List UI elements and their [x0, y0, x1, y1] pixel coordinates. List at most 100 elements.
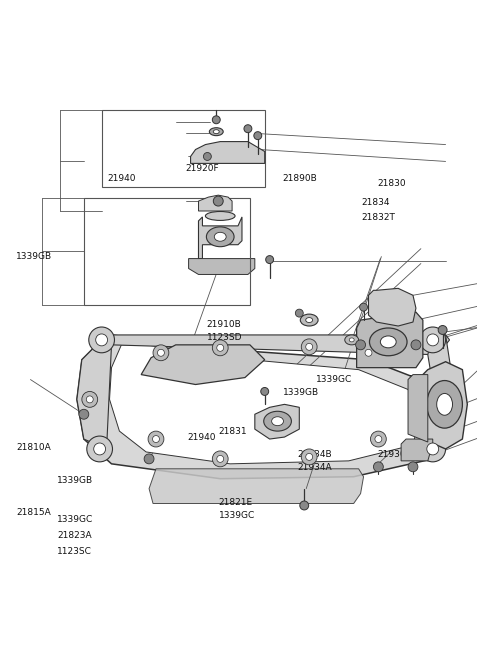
- Circle shape: [427, 443, 439, 455]
- Circle shape: [300, 501, 309, 510]
- Ellipse shape: [206, 227, 234, 247]
- Circle shape: [408, 462, 418, 472]
- Circle shape: [434, 391, 441, 398]
- Ellipse shape: [264, 411, 291, 431]
- Polygon shape: [199, 217, 242, 259]
- Text: 1339GC: 1339GC: [57, 515, 94, 523]
- Text: 1339GB: 1339GB: [57, 476, 94, 485]
- Circle shape: [301, 449, 317, 465]
- Text: 1123SC: 1123SC: [57, 547, 92, 556]
- Circle shape: [371, 431, 386, 447]
- Text: 21821E: 21821E: [219, 498, 253, 508]
- Polygon shape: [191, 141, 264, 163]
- Ellipse shape: [370, 328, 407, 356]
- Circle shape: [373, 462, 384, 472]
- Text: 1339GB: 1339GB: [283, 388, 319, 397]
- Circle shape: [204, 153, 211, 160]
- Polygon shape: [255, 404, 300, 439]
- Ellipse shape: [205, 212, 235, 221]
- Polygon shape: [423, 362, 468, 449]
- Ellipse shape: [214, 233, 226, 241]
- Text: 21934A: 21934A: [297, 462, 332, 472]
- Circle shape: [420, 327, 445, 353]
- Circle shape: [430, 386, 445, 402]
- Text: 21930R: 21930R: [378, 449, 412, 458]
- Polygon shape: [199, 195, 232, 211]
- Circle shape: [375, 436, 382, 443]
- Circle shape: [79, 409, 89, 419]
- Text: 1339GB: 1339GB: [16, 252, 52, 261]
- Circle shape: [420, 436, 445, 462]
- Polygon shape: [428, 335, 453, 419]
- Bar: [102, 110, 264, 187]
- Circle shape: [212, 116, 220, 124]
- Ellipse shape: [427, 381, 462, 428]
- Circle shape: [96, 334, 108, 346]
- Circle shape: [153, 436, 159, 443]
- Polygon shape: [77, 335, 445, 479]
- Ellipse shape: [209, 128, 223, 136]
- Circle shape: [365, 349, 372, 356]
- Circle shape: [217, 455, 224, 462]
- Text: 1339GC: 1339GC: [316, 375, 352, 384]
- Ellipse shape: [306, 318, 312, 322]
- Polygon shape: [369, 288, 416, 326]
- Text: 21834: 21834: [361, 198, 389, 207]
- Text: 21831: 21831: [408, 375, 437, 384]
- Circle shape: [411, 340, 421, 350]
- Circle shape: [157, 349, 164, 356]
- Ellipse shape: [349, 338, 354, 342]
- Text: 21920F: 21920F: [185, 164, 219, 173]
- Circle shape: [306, 343, 312, 350]
- Circle shape: [427, 334, 439, 346]
- Text: 21940: 21940: [107, 174, 136, 183]
- Polygon shape: [109, 345, 420, 464]
- Text: 21940: 21940: [188, 434, 216, 442]
- Ellipse shape: [300, 314, 318, 326]
- Text: 21810A: 21810A: [16, 443, 51, 452]
- Circle shape: [213, 196, 223, 206]
- Text: 1123SD: 1123SD: [207, 333, 242, 342]
- Polygon shape: [189, 259, 255, 274]
- Circle shape: [254, 132, 262, 140]
- Text: 21890B: 21890B: [283, 174, 317, 183]
- Circle shape: [94, 443, 106, 455]
- Circle shape: [244, 124, 252, 133]
- Ellipse shape: [345, 335, 359, 345]
- Circle shape: [89, 327, 114, 353]
- Circle shape: [261, 388, 269, 396]
- Circle shape: [87, 436, 112, 462]
- Circle shape: [360, 345, 376, 361]
- Polygon shape: [357, 312, 423, 367]
- Circle shape: [356, 340, 366, 350]
- Text: 21831: 21831: [219, 427, 247, 436]
- Text: 21815A: 21815A: [16, 508, 51, 517]
- Circle shape: [301, 339, 317, 355]
- Polygon shape: [141, 345, 264, 384]
- Circle shape: [306, 453, 312, 460]
- Circle shape: [212, 451, 228, 467]
- Circle shape: [212, 340, 228, 356]
- Circle shape: [217, 345, 224, 351]
- Polygon shape: [401, 439, 433, 461]
- Polygon shape: [104, 335, 450, 355]
- Circle shape: [86, 396, 93, 403]
- Polygon shape: [408, 375, 428, 442]
- Circle shape: [266, 255, 274, 263]
- Circle shape: [148, 431, 164, 447]
- Text: 1339GC: 1339GC: [219, 512, 255, 520]
- Ellipse shape: [213, 130, 219, 134]
- Ellipse shape: [380, 336, 396, 348]
- Circle shape: [82, 392, 97, 407]
- Text: 21934B: 21934B: [297, 449, 332, 458]
- Circle shape: [360, 303, 368, 311]
- Circle shape: [153, 345, 169, 361]
- Polygon shape: [149, 469, 363, 504]
- Ellipse shape: [437, 394, 453, 415]
- Circle shape: [438, 326, 447, 335]
- Polygon shape: [77, 335, 111, 449]
- Circle shape: [295, 309, 303, 317]
- Text: 21910B: 21910B: [207, 320, 241, 329]
- Text: 21823A: 21823A: [57, 531, 92, 540]
- Text: 21830: 21830: [378, 179, 406, 188]
